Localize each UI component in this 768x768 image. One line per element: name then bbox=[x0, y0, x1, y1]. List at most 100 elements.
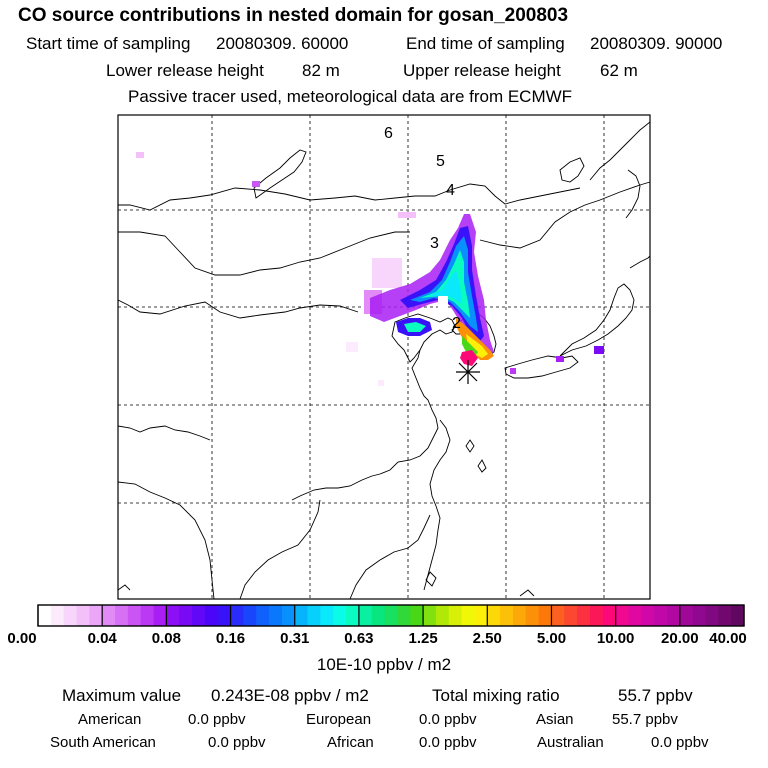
colorbar-swatch bbox=[217, 605, 231, 626]
start-time-label: Start time of sampling bbox=[26, 34, 191, 53]
colorbar-swatch bbox=[320, 605, 334, 626]
colorbar-swatch bbox=[346, 605, 360, 626]
colorbar-swatch bbox=[243, 605, 257, 626]
colorbar-swatch bbox=[127, 605, 142, 626]
colorbar-swatch bbox=[525, 605, 540, 626]
colorbar-swatch bbox=[281, 605, 296, 626]
colorbar-swatch bbox=[500, 605, 514, 626]
colorbar-swatch bbox=[192, 605, 206, 626]
colorbar-swatch bbox=[628, 605, 642, 626]
colorbar-swatch bbox=[679, 605, 694, 626]
lower-height-value: 82 m bbox=[302, 61, 340, 80]
region-name-american: American bbox=[78, 711, 142, 728]
colorbar-swatch bbox=[294, 605, 308, 626]
lower-height-label: Lower release height bbox=[106, 61, 264, 80]
upper-height-value: 62 m bbox=[600, 61, 638, 80]
source-contribution-field bbox=[136, 152, 604, 386]
colorbar-tick-label: 0.16 bbox=[215, 630, 246, 647]
colorbar-tick-label: 0.63 bbox=[344, 630, 374, 647]
region-value-asian: 55.7 ppbv bbox=[612, 711, 678, 728]
colorbar-swatch bbox=[731, 605, 745, 626]
colorbar-swatch bbox=[589, 605, 604, 626]
colorbar-swatch bbox=[153, 605, 167, 626]
region-name-south-american: South American bbox=[50, 734, 156, 751]
region-name-european: European bbox=[306, 711, 372, 728]
colorbar-swatch bbox=[461, 605, 475, 626]
colorbar-tick-label: 2.50 bbox=[472, 630, 502, 647]
colorbar-swatch bbox=[63, 605, 77, 626]
colorbar-tick-label: 5.00 bbox=[536, 630, 567, 647]
end-time-label: End time of sampling bbox=[406, 34, 565, 53]
colorbar-swatch bbox=[371, 605, 385, 626]
colorbar-swatch bbox=[333, 605, 347, 626]
max-value-label: Maximum value bbox=[62, 686, 182, 705]
colorbar-tick-label: 0.04 bbox=[87, 630, 117, 647]
colorbar-frame bbox=[37, 604, 745, 627]
colorbar-swatch bbox=[384, 605, 398, 626]
colorbar-swatch bbox=[230, 605, 244, 626]
colorbar-swatch bbox=[76, 605, 90, 626]
colorbar-swatch bbox=[435, 605, 450, 626]
colorbar-swatch bbox=[102, 605, 116, 626]
colorbar-swatch bbox=[50, 605, 65, 626]
colorbar-tick-label: 0.08 bbox=[151, 630, 181, 647]
colorbar-swatch bbox=[397, 605, 411, 626]
colorbar-swatch bbox=[692, 605, 706, 626]
upper-height-label: Upper release height bbox=[403, 61, 561, 80]
colorbar-tick-label: 10.00 bbox=[596, 630, 635, 647]
coastlines bbox=[117, 121, 651, 600]
colorbar-swatch bbox=[269, 605, 283, 626]
day-label-6: 6 bbox=[384, 125, 393, 142]
colorbar-swatch bbox=[615, 605, 629, 626]
day-label-4: 4 bbox=[446, 182, 455, 199]
colorbar-swatch bbox=[166, 605, 180, 626]
plot-title: CO source contributions in nested domain… bbox=[18, 5, 569, 26]
colorbar-swatch bbox=[705, 605, 719, 626]
tracer-note: Passive tracer used, meteorological data… bbox=[128, 87, 573, 106]
colorbar-tick-label: 1.25 bbox=[408, 630, 438, 647]
region-value-african: 0.0 ppbv bbox=[419, 734, 477, 751]
colorbar-tick-label: 20.00 bbox=[661, 630, 699, 647]
region-value-south-american: 0.0 ppbv bbox=[208, 734, 266, 751]
region-value-american: 0.0 ppbv bbox=[188, 711, 246, 728]
region-value-european: 0.0 ppbv bbox=[419, 711, 477, 728]
colorbar-swatch bbox=[89, 605, 103, 626]
colorbar-swatch bbox=[474, 605, 488, 626]
colorbar-swatch bbox=[140, 605, 154, 626]
colorbar-swatch bbox=[602, 605, 617, 626]
day-label-5: 5 bbox=[436, 153, 445, 170]
day-label-2: 2 bbox=[452, 315, 461, 332]
colorbar-tick-label: 0.00 bbox=[7, 630, 37, 647]
colorbar-swatch bbox=[358, 605, 373, 626]
colorbar-swatch bbox=[307, 605, 321, 626]
colorbar-tick-label: 0.31 bbox=[280, 630, 310, 647]
region-value-australian: 0.0 ppbv bbox=[651, 734, 709, 751]
region-name-african: African bbox=[327, 734, 374, 751]
start-time-value: 20080309. 60000 bbox=[216, 34, 349, 53]
colorbar-swatch bbox=[38, 605, 52, 626]
colorbar-swatch bbox=[666, 605, 681, 626]
receptor-marker bbox=[456, 360, 480, 384]
day-label-3: 3 bbox=[430, 235, 439, 252]
colorbar-swatch bbox=[115, 605, 129, 626]
colorbar-swatch bbox=[512, 605, 527, 626]
colorbar-swatch bbox=[564, 605, 578, 626]
colorbar-swatch bbox=[551, 605, 565, 626]
colorbar-swatch bbox=[641, 605, 655, 626]
colorbar-swatch bbox=[256, 605, 270, 626]
max-value: 0.243E-08 ppbv / m2 bbox=[211, 686, 369, 705]
colorbar-swatch bbox=[179, 605, 193, 626]
region-name-asian: Asian bbox=[536, 711, 574, 728]
colorbar-swatch bbox=[448, 605, 462, 626]
colorbar-swatch bbox=[487, 605, 501, 626]
colorbar-swatch bbox=[654, 605, 668, 626]
colorbar-swatch bbox=[204, 605, 219, 626]
colorbar-swatch bbox=[577, 605, 591, 626]
end-time-value: 20080309. 90000 bbox=[590, 34, 723, 53]
colorbar-tick-label: 40.00 bbox=[709, 630, 747, 647]
total-mixing-label: Total mixing ratio bbox=[432, 686, 560, 705]
region-name-australian: Australian bbox=[537, 734, 604, 751]
total-mixing-value: 55.7 ppbv bbox=[618, 686, 693, 705]
